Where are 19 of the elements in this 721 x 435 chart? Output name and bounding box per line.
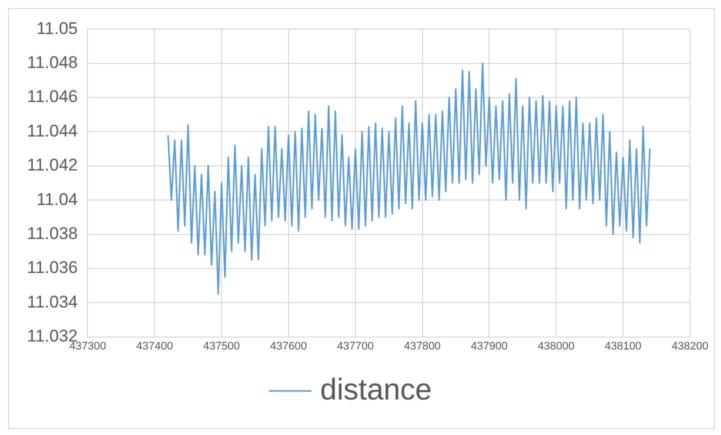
y-tick-label: 11.044 (27, 121, 78, 140)
y-tick-label: 11.046 (27, 87, 78, 106)
y-tick-label: 11.036 (27, 258, 78, 278)
y-tick-label: 11.042 (27, 156, 78, 175)
y-tick-label: 11.04 (36, 190, 78, 209)
y-tick-label: 11.038 (27, 224, 78, 243)
y-tick-label: 11.034 (27, 292, 78, 312)
y-tick-label: 11.048 (27, 53, 78, 72)
x-tick-label: 437800 (404, 340, 441, 352)
x-tick-label: 438200 (672, 340, 708, 352)
x-tick-label: 437900 (470, 340, 508, 352)
x-tick-label: 437600 (270, 340, 307, 352)
x-tick-label: 437700 (337, 340, 374, 352)
y-tick-label: 11.05 (36, 18, 78, 38)
x-tick-label: 438000 (538, 340, 575, 352)
x-tick-label: 437500 (203, 340, 240, 352)
x-tick-label: 437400 (136, 340, 174, 352)
x-tick-label: 438100 (604, 340, 642, 352)
legend-label: distance (320, 373, 432, 406)
